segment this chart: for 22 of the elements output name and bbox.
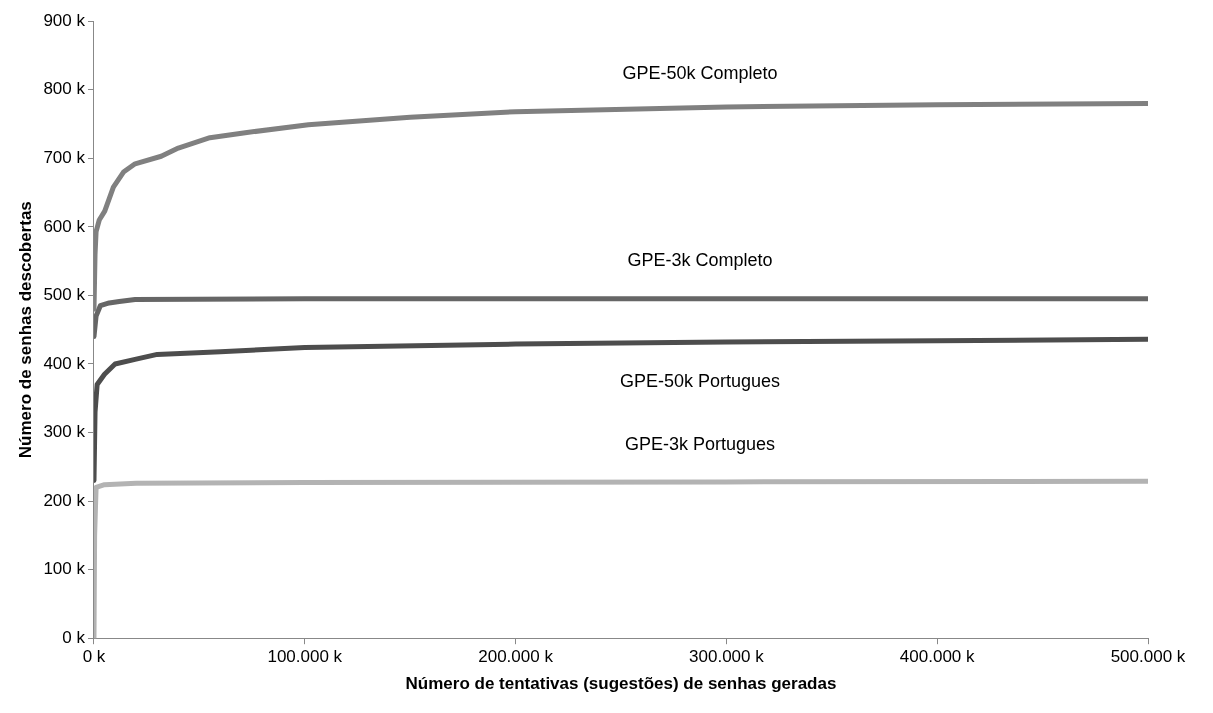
y-tick-label: 700 k <box>43 148 86 167</box>
x-tick-label: 0 k <box>82 647 106 667</box>
y-tick-label: 400 k <box>43 353 86 373</box>
series-label: GPE-50k Completo <box>622 62 778 83</box>
y-tick-label: 300 k <box>43 422 86 442</box>
y-tick-label: 800 k <box>43 79 86 99</box>
x-tick-label: 100.000 k <box>267 647 343 667</box>
x-tick-label: 200.000 k <box>478 647 554 667</box>
x-axis-title: Número de tentativas (sugestões) de senhas geradas <box>405 674 837 694</box>
y-tick-label: 900 k <box>43 10 86 30</box>
series-label: GPE-50k Portugues <box>620 371 781 392</box>
x-tick-label: 500.000 k <box>1110 647 1186 667</box>
y-tick-label: 100 k <box>43 559 86 579</box>
x-tick-label: 400.000 k <box>899 647 976 667</box>
x-tick-label: 300.000 k <box>689 647 765 667</box>
y-tick-label: 0 k <box>62 627 86 647</box>
series-label: GPE-3k Completo <box>627 249 773 270</box>
y-tick-label: 600 k <box>43 216 86 236</box>
y-tick-label: 200 k <box>43 490 86 510</box>
y-tick-label: 500 k <box>43 285 86 305</box>
series-label: GPE-3k Portugues <box>625 433 776 454</box>
y-axis-title: Número de senhas descobertas <box>15 201 35 459</box>
